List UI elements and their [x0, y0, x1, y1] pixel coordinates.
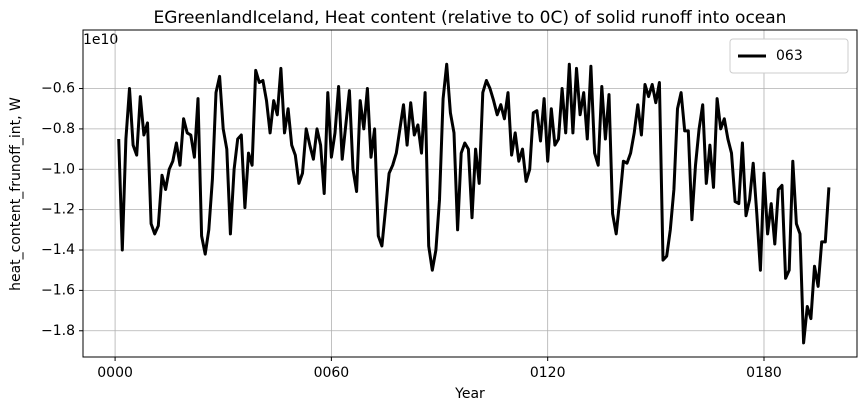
x-axis-label: Year: [454, 386, 485, 402]
y-tick-label: −1.6: [41, 282, 75, 298]
chart-title: EGreenlandIceland, Heat content (relativ…: [154, 8, 787, 28]
legend-box: [729, 38, 849, 74]
y-tick-label: −1.8: [41, 323, 75, 339]
data-line: [117, 62, 831, 345]
x-tick-label: 0000: [97, 365, 133, 381]
y-axis-label: heat_content_frunoff_int, W: [8, 97, 24, 291]
y-tick-label: −1.4: [41, 242, 75, 258]
y-tick-label: −1.0: [41, 161, 75, 177]
y-tick-label: −0.6: [41, 81, 75, 97]
y-tick-label: −0.8: [41, 121, 75, 137]
x-tick-label: 0180: [746, 365, 782, 381]
legend-label: 063: [776, 48, 803, 64]
y-tick-label: −1.2: [41, 202, 75, 218]
plot-frame: [82, 29, 858, 358]
x-tick-label: 0060: [314, 365, 350, 381]
y-offset-label: 1e10: [83, 32, 118, 48]
x-tick-label: 0120: [530, 365, 566, 381]
